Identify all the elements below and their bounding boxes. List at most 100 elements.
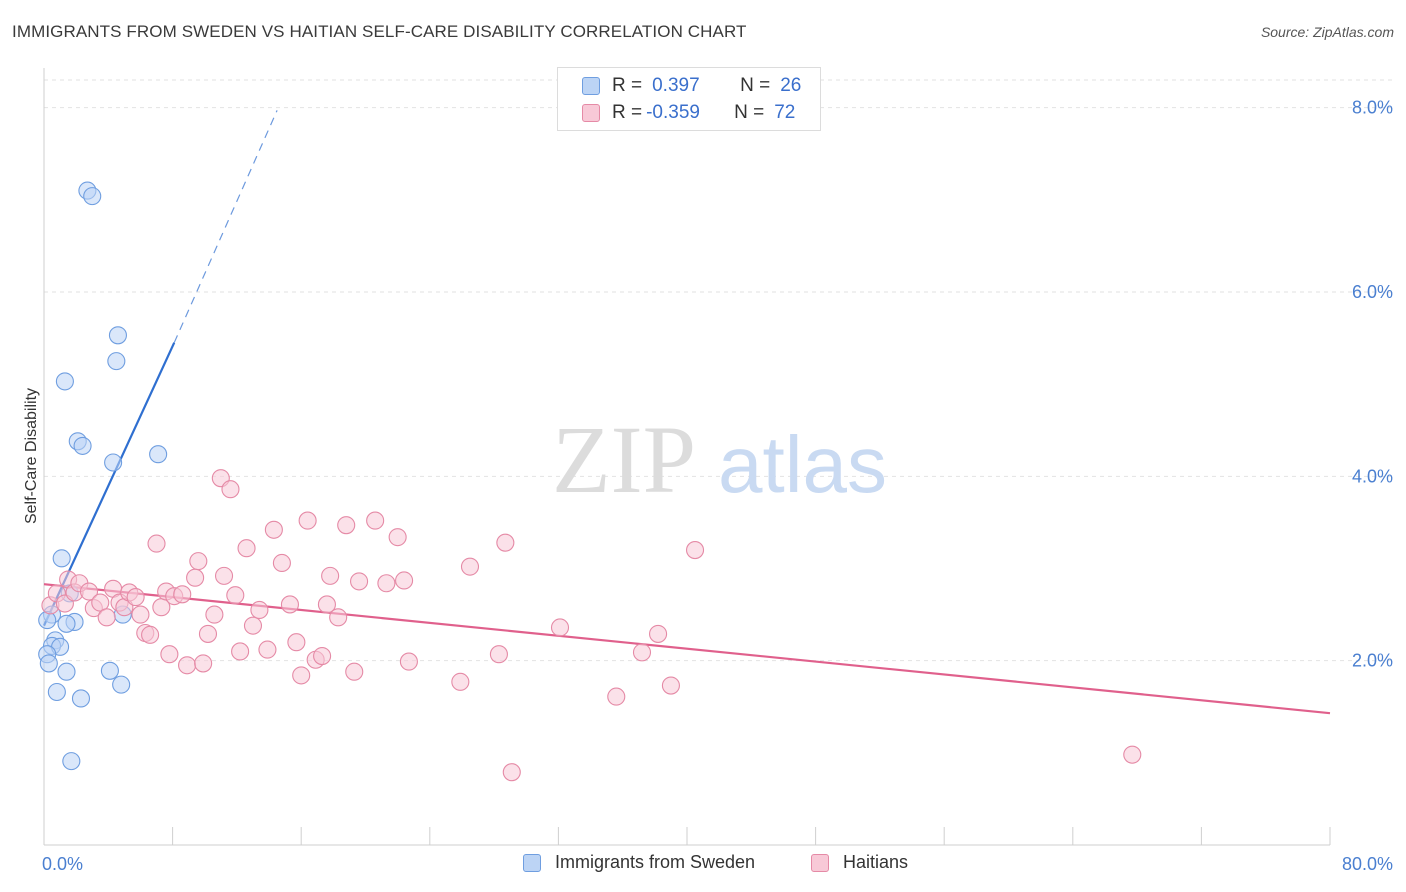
legend-label-haitians: Haitians [843,852,909,872]
trend-line-extension [173,110,278,343]
data-point [178,656,197,675]
data-point [337,516,356,535]
data-point [329,608,348,627]
data-point [550,618,570,637]
data-point [1123,745,1142,764]
data-point [345,662,364,681]
legend-n-label: N = [740,75,771,96]
x-tick-label: 80.0% [1342,854,1393,874]
data-point [366,511,385,530]
data-point [272,553,291,573]
gridlines [44,79,1392,662]
data-point [214,566,234,585]
watermark-atlas: atlas [718,420,887,509]
data-point [147,534,166,553]
data-point [632,643,652,662]
data-point [321,566,340,585]
legend-r-label: R = [612,75,643,96]
data-point [292,666,311,685]
data-point [55,372,74,391]
legend-row-haitians: R = -0.359 N = 72 [582,101,795,125]
legend-n-label: N = [734,102,765,123]
data-points [38,181,1142,782]
watermark-zip: ZIP [552,406,696,513]
data-point [131,605,150,624]
data-point [243,616,263,635]
legend-item-sweden: Immigrants from Sweden [523,852,755,873]
data-point [126,588,145,607]
legend-swatch-haitians [811,853,829,872]
legend-r-label: R = [612,102,643,123]
data-point [160,645,179,664]
data-point [388,528,407,547]
legend-swatch-sweden [582,77,600,95]
data-point [607,687,626,706]
data-point [100,661,119,680]
data-point [198,624,218,643]
data-point [205,605,224,624]
data-point [112,675,131,694]
data-point [451,672,470,691]
data-point [313,647,332,666]
data-point [287,633,306,652]
data-point [264,520,283,539]
correlation-legend: R = 0.397 N = 26 R = -0.359 N = 72 [557,67,821,131]
data-point [47,682,66,702]
legend-swatch-haitians [582,104,600,122]
data-point [460,557,480,576]
data-point [79,582,99,601]
data-point [250,600,269,620]
data-point [97,608,116,627]
legend-n-value: 26 [780,75,802,96]
series-legend: Immigrants from Sweden Haitians [0,852,1406,878]
data-point [57,614,76,633]
data-point [489,645,508,664]
data-point [395,571,414,590]
data-point [52,549,71,568]
legend-swatch-sweden [523,853,541,872]
data-point [496,533,515,552]
data-point [231,642,250,661]
x-tick-labels: 0.0% 80.0% [42,854,1393,874]
data-point [226,586,245,605]
chart-title: IMMIGRANTS FROM SWEDEN VS HAITIAN SELF-C… [12,22,747,41]
y-tick-label: 2.0% [1352,651,1393,671]
data-point [108,326,127,345]
data-point [104,453,123,472]
source-note: Source: ZipAtlas.com [1260,24,1394,40]
data-point [173,585,192,604]
data-point [685,541,705,560]
data-point [38,611,57,630]
data-point [350,572,369,591]
data-point [186,568,205,587]
data-point [83,187,102,206]
data-point [189,552,208,571]
legend-n-value: 72 [774,102,796,123]
data-point [194,654,213,673]
y-tick-label: 8.0% [1352,98,1393,118]
data-point [73,436,92,455]
data-point [221,480,240,499]
data-point [502,763,521,782]
data-point [149,445,168,464]
legend-row-sweden: R = 0.397 N = 26 [582,74,801,98]
legend-label-sweden: Immigrants from Sweden [555,852,756,872]
data-point [62,752,81,771]
series-haitians [41,469,1142,782]
data-point [649,624,668,643]
y-tick-labels: 2.0% 4.0% 6.0% 8.0% [1352,98,1393,671]
data-point [317,595,336,614]
watermark: ZIP atlas [552,406,887,513]
data-point [258,640,277,659]
series-sweden [38,181,168,771]
y-tick-label: 6.0% [1352,282,1393,302]
data-point [57,662,76,681]
data-point [377,574,396,593]
legend-r-value: 0.397 [652,75,700,96]
legend-r-value: -0.359 [646,102,700,123]
x-tick-label: 0.0% [42,854,83,874]
data-point [39,654,58,673]
y-tick-label: 4.0% [1352,466,1393,486]
y-axis-label: Self-Care Disability [23,388,40,524]
